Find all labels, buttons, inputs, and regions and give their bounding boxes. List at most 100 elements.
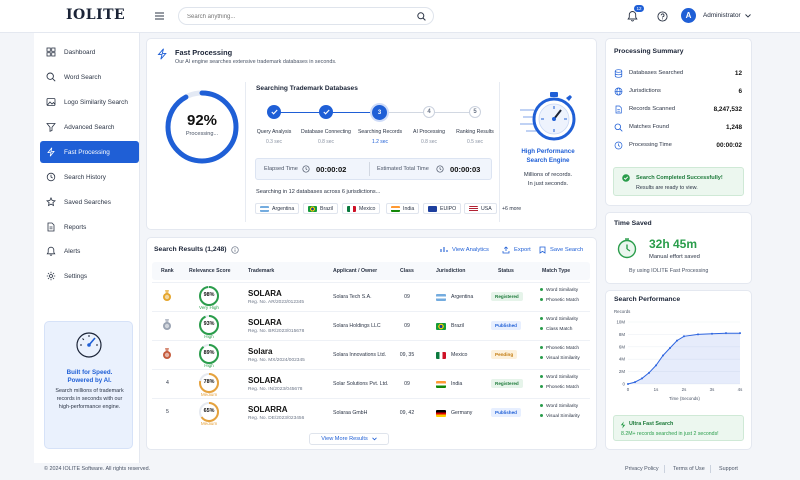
footer-privacy-link[interactable]: Privacy Policy (625, 466, 659, 472)
time-saved-label: Manual effort saved (649, 254, 700, 260)
trademark-name[interactable]: SOLARA (248, 376, 282, 385)
sidebar-item-label: Fast Processing (64, 148, 110, 156)
y-tick-label: 4M (619, 357, 625, 362)
top-bar: IOLITE 12 A Administrator (0, 0, 800, 33)
step-number: 5 (473, 109, 477, 115)
search-bar[interactable] (178, 7, 434, 25)
chevron-down-icon[interactable] (745, 14, 751, 18)
status-badge: Published (491, 321, 521, 330)
trademark-name[interactable]: SOLARA (248, 318, 282, 327)
column-header[interactable]: Status (498, 268, 514, 274)
sidebar-item-alerts[interactable]: Alerts (40, 241, 138, 261)
rank-medal-icon (162, 348, 172, 362)
summary-label: Matches Found (629, 124, 669, 130)
column-header[interactable]: Class (400, 268, 414, 274)
bell-icon[interactable] (627, 10, 638, 22)
column-header[interactable]: Rank (161, 268, 174, 274)
rank-number: 5 (166, 409, 169, 415)
more-jurisdictions-chip[interactable]: +6 more (498, 203, 525, 214)
view-more-button[interactable]: View More Results (309, 433, 389, 445)
jurisdiction-value: Argentina (451, 294, 474, 300)
sidebar-item-word-search[interactable]: Word Search (40, 67, 138, 87)
summary-value: 8,247,532 (713, 105, 742, 113)
jurisdiction-chip[interactable]: USA (464, 203, 497, 214)
engine-text-line1: Millions of records. (523, 172, 573, 178)
summary-value: 00:00:02 (716, 141, 742, 149)
jurisdiction-chip[interactable]: Brazil (303, 203, 338, 214)
user-avatar[interactable]: A (681, 8, 696, 23)
registration-number: Reg. No. DE/2023/023456 (248, 416, 305, 421)
sidebar-item-saved-searches[interactable]: Saved Searches (40, 192, 138, 212)
y-tick-label: 2M (619, 369, 625, 374)
y-tick-label: 8M (619, 332, 625, 337)
save-search-button[interactable]: Save Search (539, 246, 583, 254)
bolt-icon (620, 421, 626, 431)
step-number: 3 (377, 109, 382, 116)
sidebar-item-logo-similarity-search[interactable]: Logo Similarity Search (40, 92, 138, 112)
table-row[interactable] (152, 340, 590, 369)
bar-chart-icon (440, 247, 448, 252)
sidebar-item-advanced-search[interactable]: Advanced Search (40, 117, 138, 137)
image-icon (46, 98, 56, 106)
app-logo[interactable]: IOLITE (66, 7, 125, 23)
step-3: 3 (372, 105, 387, 120)
table-row[interactable] (152, 398, 590, 427)
info-icon[interactable] (231, 246, 239, 256)
sidebar-item-label: Logo Similarity Search (64, 98, 128, 106)
chevron-down-icon (371, 437, 377, 441)
summary-row: Processing Time 00:00:02 (614, 136, 742, 154)
jurisdiction-chip[interactable]: EUIPO (423, 203, 462, 214)
argentina-flag-icon (436, 294, 446, 301)
table-row[interactable] (152, 311, 590, 340)
view-analytics-button[interactable]: View Analytics (440, 246, 489, 253)
divider (245, 82, 246, 222)
summary-label: Processing Time (629, 142, 672, 148)
filter-icon (46, 123, 56, 132)
trademark-name[interactable]: Solara (248, 347, 273, 356)
footer-support-link[interactable]: Support (719, 466, 738, 472)
x-tick-label: 3s (710, 387, 715, 392)
sidebar-item-reports[interactable]: Reports (40, 217, 138, 237)
summary-value: 6 (738, 87, 742, 95)
column-header[interactable]: Relevance Score (189, 268, 231, 274)
registration-number: Reg. No. MX/2024/002345 (248, 358, 305, 363)
relevance-ring (199, 344, 219, 364)
footer-terms-link[interactable]: Terms of Use (673, 466, 705, 472)
results-title: Search Results (1,248) (154, 246, 227, 253)
jurisdiction-chip[interactable]: Mexico (342, 203, 381, 214)
elapsed-label: Elapsed Time (264, 166, 298, 172)
data-point (627, 383, 629, 385)
estimated-label: Estimated Total Time (377, 166, 429, 172)
export-button[interactable]: Export (502, 246, 531, 254)
jurisdiction-chip[interactable]: India (386, 203, 420, 214)
trademark-name[interactable]: SOLARRA (248, 405, 288, 414)
column-header[interactable]: Match Type (542, 268, 571, 274)
sidebar-item-settings[interactable]: Settings (40, 266, 138, 286)
data-point (634, 381, 636, 384)
bell-icon (46, 246, 56, 256)
table-row[interactable] (152, 282, 590, 311)
column-header[interactable]: Jurisdiction (436, 268, 466, 274)
column-header[interactable]: Applicant / Owner (333, 268, 378, 274)
sidebar-item-fast-processing[interactable]: Fast Processing (40, 141, 139, 163)
table-row[interactable] (152, 369, 590, 398)
user-name[interactable]: Administrator (703, 12, 741, 19)
step-label: AI Processing (412, 129, 445, 135)
star-icon (46, 197, 56, 207)
jurisdiction-chip[interactable]: Argentina (255, 203, 300, 214)
sidebar-item-dashboard[interactable]: Dashboard (40, 42, 138, 62)
column-header[interactable]: Trademark (248, 268, 275, 274)
step-time: 0.3 sec (265, 139, 283, 145)
jurisdiction-name: Brazil (320, 205, 333, 212)
search-icon[interactable] (417, 12, 426, 21)
help-icon[interactable] (657, 11, 668, 22)
sidebar-item-search-history[interactable]: Search History (40, 167, 138, 187)
menu-icon[interactable] (155, 12, 164, 20)
x-tick-label: 2s (682, 387, 687, 392)
registration-number: Reg. No. BR/2023/015678 (248, 329, 305, 334)
progress-ring: 92% Processing... (163, 88, 241, 166)
trademark-name[interactable]: SOLARA (248, 289, 282, 298)
progress-label: Processing... (185, 131, 219, 137)
view-more-label: View More Results (321, 436, 368, 442)
search-input[interactable] (187, 11, 407, 22)
